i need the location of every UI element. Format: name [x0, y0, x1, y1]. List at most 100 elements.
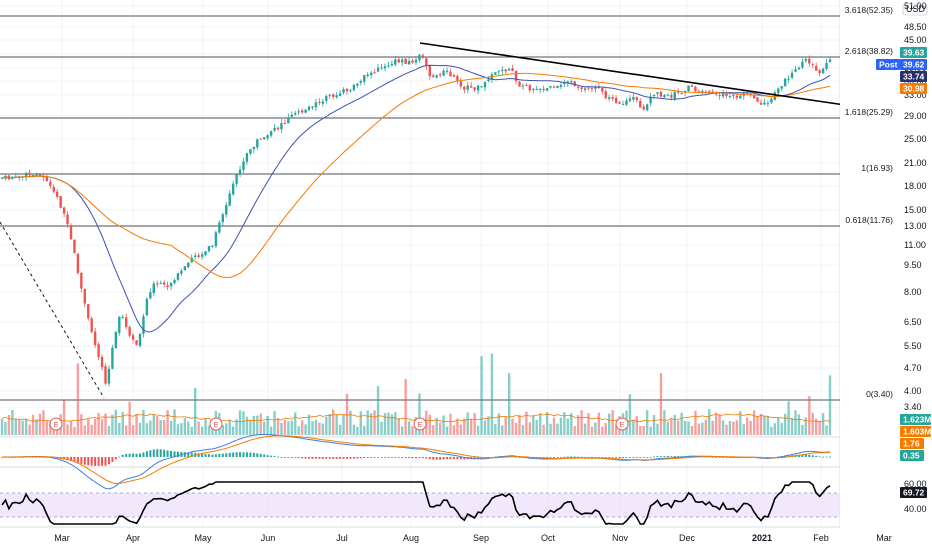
volume-bar: [307, 414, 311, 435]
volume-bar: [18, 418, 21, 435]
macd-hist-bar: [601, 457, 604, 458]
volume-bar: [507, 372, 511, 435]
ma-slow-badge-text: 30.98: [903, 84, 925, 94]
candle-body: [808, 58, 811, 64]
volume-bar: [300, 420, 304, 435]
currency-label[interactable]: USD: [906, 4, 926, 14]
candle-body: [225, 204, 228, 215]
candle-body: [552, 86, 556, 88]
volume-bar: [207, 425, 211, 435]
candle-body: [708, 91, 711, 93]
macd-histogram: [1, 449, 831, 466]
candle-body: [152, 283, 155, 294]
volume-bar: [680, 412, 683, 435]
volume-bar: [559, 417, 563, 435]
rsi-line: [1, 481, 831, 525]
fib-level-label: 1.618(25.29): [845, 107, 893, 117]
volume-bar: [321, 423, 325, 435]
volume-bar: [28, 424, 31, 435]
macd-hist-bar: [401, 457, 404, 458]
volume-bar: [21, 420, 24, 435]
macd-hist-bar: [597, 456, 600, 458]
macd-hist-bar: [239, 452, 242, 457]
candle-body: [459, 81, 463, 87]
candle-body: [473, 87, 476, 90]
macd-hist-bar: [566, 456, 569, 458]
macd-hist-bar: [149, 450, 152, 457]
candle-body: [90, 318, 93, 332]
volume-bars: [0, 353, 832, 435]
macd-hist-bar: [176, 451, 179, 457]
volume-bar: [49, 422, 52, 435]
volume-bar: [794, 410, 797, 435]
candle-body: [342, 89, 345, 93]
macd-hist-bar: [411, 457, 414, 459]
macd-hist-bar: [201, 453, 204, 457]
volume-bar: [608, 413, 611, 435]
volume-bar: [107, 426, 111, 435]
macd-hist-bar: [70, 457, 72, 462]
volume-bar: [166, 410, 169, 435]
macd-hist-bar: [425, 457, 428, 459]
candle-body: [345, 88, 349, 92]
candle-body: [318, 102, 321, 104]
dashed-trend-line[interactable]: [0, 221, 105, 399]
price-tick-label: 8.00: [904, 287, 922, 297]
rsi-axis: 60.00 40.00: [904, 479, 927, 514]
candle-body: [825, 62, 828, 69]
volume-bar: [666, 421, 670, 435]
price-tick-label: 11.00: [904, 240, 926, 250]
price-tick-label: 21.00: [904, 158, 927, 168]
candle-body: [494, 72, 497, 75]
macd-hist-bar: [104, 457, 107, 466]
volume-bar: [135, 413, 138, 435]
candle-body: [438, 74, 442, 76]
volume-bar: [463, 418, 466, 435]
volume-bar: [297, 426, 300, 435]
volume-bar: [225, 423, 228, 435]
candle-body: [76, 253, 80, 273]
macd-hist-bar: [804, 454, 807, 457]
volume-bar: [649, 426, 652, 435]
candle-body: [194, 255, 197, 257]
candle-body: [528, 85, 532, 91]
volume-bar: [739, 411, 742, 435]
time-axis[interactable]: Mar Apr May Jun Jul Aug Sep Oct Nov Dec 2021 Feb Mar: [54, 533, 892, 543]
candle-body: [273, 127, 276, 131]
volume-bar: [815, 418, 818, 435]
volume-bar: [535, 420, 538, 435]
candle-body: [801, 61, 804, 68]
candle-body: [673, 92, 676, 99]
candle-body: [521, 85, 525, 87]
macd-hist-bar: [301, 457, 304, 459]
candle-body: [176, 273, 180, 280]
macd-hist-bar: [197, 453, 200, 457]
volume-bar: [169, 420, 173, 435]
macd-hist-bar: [211, 454, 214, 457]
candle-body: [580, 87, 583, 89]
trend-line[interactable]: [419, 42, 846, 106]
volume-bar: [432, 425, 435, 435]
macd-hist-bar: [604, 457, 607, 458]
price-tick-label: 18.00: [904, 181, 927, 191]
volume-bar: [797, 414, 801, 435]
candle-body: [394, 59, 397, 65]
volume-bar: [732, 421, 735, 435]
macd-hist-bar: [83, 457, 86, 465]
macd-hist-bar: [625, 457, 628, 458]
macd-hist-bar: [318, 457, 321, 459]
fib-level-label: 1(16.93): [861, 163, 893, 173]
macd-hist-bar: [377, 457, 380, 458]
fib-level-label: 3.618(52.35): [845, 5, 893, 15]
volume-bar: [590, 426, 594, 435]
candle-body: [714, 93, 718, 95]
volume-bar: [725, 424, 728, 435]
candle-body: [190, 257, 193, 263]
macd-hist-bar: [249, 452, 252, 457]
candle-body: [401, 59, 404, 63]
macd-hist-bar: [107, 457, 110, 465]
candle-body: [107, 368, 111, 384]
macd-hist-bar: [73, 457, 76, 462]
volume-bar: [290, 420, 293, 435]
